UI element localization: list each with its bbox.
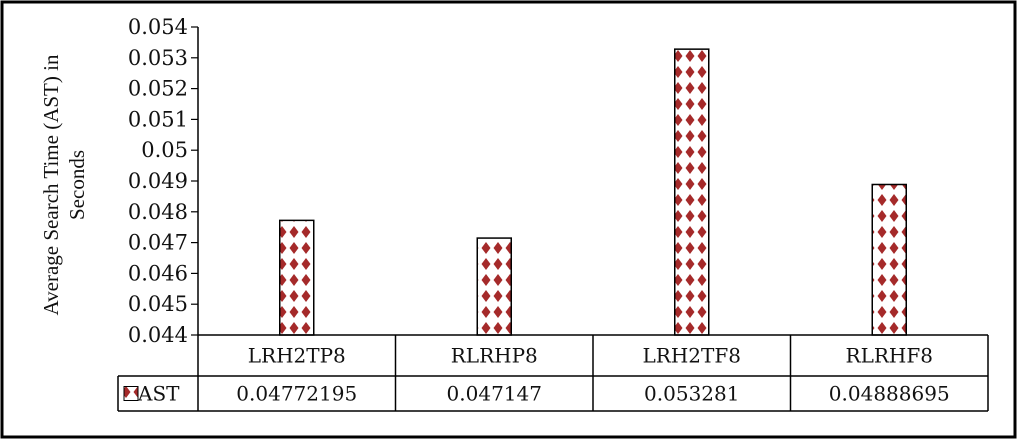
bar-lrh2tf8: [674, 48, 710, 336]
category-label: RLRHP8: [451, 344, 538, 368]
bar-lrh2tp8: [279, 219, 315, 336]
y-tick-label: 0.054: [128, 15, 188, 39]
value-label: 0.04888695: [829, 382, 950, 406]
category-label: LRH2TP8: [248, 344, 346, 368]
y-axis-title: Average Search Time (AST) in Seconds: [39, 54, 89, 315]
bar-rlrhp8: [476, 237, 512, 336]
value-label: 0.04772195: [236, 382, 357, 406]
value-label: 0.053281: [644, 382, 739, 406]
y-tick-label: 0.047: [128, 231, 188, 255]
y-tick-label: 0.044: [128, 323, 188, 347]
y-axis: 0.044 0.045 0.046 0.047 0.048 0.049 0.05 0.051 0…: [128, 15, 199, 347]
y-tick-label: 0.052: [128, 77, 188, 101]
y-axis-title-line: Seconds: [65, 150, 89, 220]
y-tick-label: 0.045: [128, 292, 188, 316]
legend-label: AST: [137, 382, 180, 406]
category-label: RLRHF8: [846, 344, 933, 368]
y-tick-label: 0.048: [128, 200, 188, 224]
y-axis-title-line: Average Search Time (AST) in: [39, 54, 63, 315]
value-label: 0.047147: [447, 382, 542, 406]
y-tick-label: 0.05: [141, 138, 188, 162]
category-label: LRH2TF8: [643, 344, 741, 368]
data-table: LRH2TP8 0.04772195 RLRHP8 0.047147 LRH2TF8 0.…: [117, 334, 989, 412]
y-tick-label: 0.051: [128, 107, 188, 131]
bars: [279, 48, 907, 336]
y-tick-label: 0.046: [128, 261, 188, 285]
bar-rlrhf8: [871, 183, 907, 336]
legend-swatch: [123, 386, 139, 401]
y-tick-label: 0.053: [128, 46, 188, 70]
y-tick-label: 0.049: [128, 169, 188, 193]
